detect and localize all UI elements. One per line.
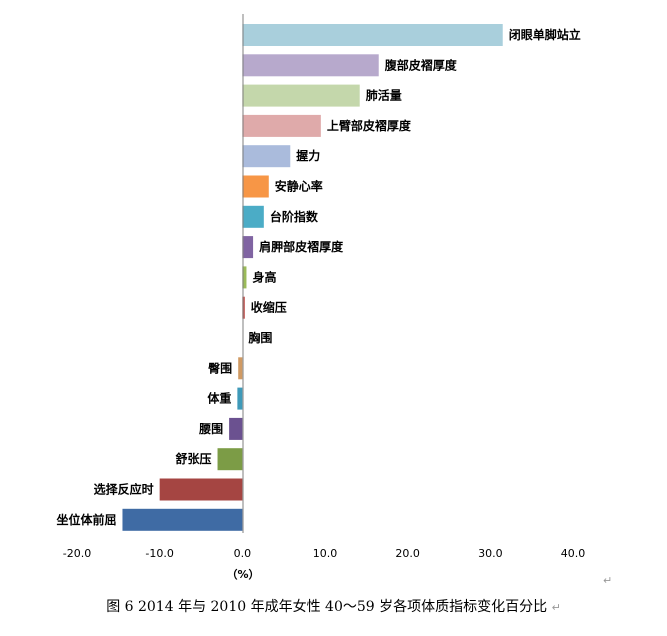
category-label-4: 握力 <box>296 148 320 163</box>
x-tick-label-3: 10.0 <box>313 547 338 560</box>
bar-15 <box>159 478 243 501</box>
bar-6 <box>242 205 264 228</box>
bar-14 <box>217 448 243 471</box>
x-tick-label-2: 0.0 <box>234 547 252 560</box>
x-tick-label-6: 40.0 <box>561 547 586 560</box>
category-label-16: 坐位体前屈 <box>56 512 116 527</box>
bar-chart: 闭眼单脚站立腹部皮褶厚度肺活量上臂部皮褶厚度握力安静心率台阶指数肩胛部皮褶厚度身… <box>56 14 585 581</box>
bar-4 <box>242 145 291 168</box>
category-label-6: 台阶指数 <box>270 209 319 224</box>
category-label-3: 上臂部皮褶厚度 <box>327 118 412 133</box>
bar-1 <box>242 54 379 77</box>
paragraph-mark: ↵ <box>603 574 613 587</box>
bar-8 <box>242 266 247 289</box>
category-label-0: 闭眼单脚站立 <box>509 27 581 42</box>
caption-paragraph-mark: ↵ <box>551 601 561 614</box>
bar-16 <box>122 508 243 531</box>
category-label-1: 腹部皮褶厚度 <box>385 57 458 72</box>
figure-caption: 图 6 2014 年与 2010 年成年女性 40～59 岁各项体质指标变化百分… <box>0 596 667 616</box>
x-tick-label-0: -20.0 <box>63 547 91 560</box>
x-axis-title: （%） <box>226 568 259 581</box>
bar-7 <box>242 236 254 259</box>
bars-layer <box>122 24 503 531</box>
category-label-12: 体重 <box>207 391 231 406</box>
category-label-7: 肩胛部皮褶厚度 <box>259 239 344 254</box>
category-label-10: 胸围 <box>248 330 272 345</box>
bar-13 <box>229 417 243 440</box>
x-tick-label-4: 20.0 <box>395 547 420 560</box>
bar-11 <box>238 357 243 380</box>
x-tick-label-5: 30.0 <box>478 547 503 560</box>
category-label-2: 肺活量 <box>366 88 402 103</box>
bar-12 <box>237 387 243 410</box>
category-label-15: 选择反应时 <box>94 482 154 497</box>
category-label-14: 舒张压 <box>175 451 212 466</box>
caption-text: 图 6 2014 年与 2010 年成年女性 40～59 岁各项体质指标变化百分… <box>106 599 548 615</box>
bar-2 <box>242 84 360 107</box>
category-label-9: 收缩压 <box>251 300 287 315</box>
category-label-5: 安静心率 <box>275 179 323 194</box>
category-label-8: 身高 <box>252 269 276 284</box>
bar-3 <box>242 114 321 137</box>
x-tick-label-1: -10.0 <box>145 547 173 560</box>
category-label-13: 腰围 <box>198 421 223 436</box>
bar-9 <box>242 296 245 319</box>
bar-5 <box>242 175 269 198</box>
category-label-11: 臀围 <box>208 360 232 375</box>
category-labels: 闭眼单脚站立腹部皮褶厚度肺活量上臂部皮褶厚度握力安静心率台阶指数肩胛部皮褶厚度身… <box>56 27 580 527</box>
bar-0 <box>242 24 503 46</box>
x-tick-labels: -20.0 -10.0 0.0 10.0 20.0 30.0 40.0 <box>63 547 585 560</box>
